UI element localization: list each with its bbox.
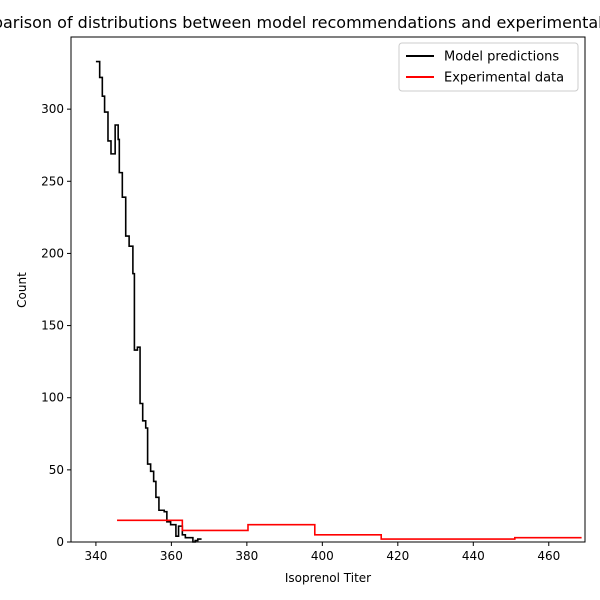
x-tick-label: 360 xyxy=(160,549,183,563)
x-tick-label: 440 xyxy=(462,549,485,563)
x-tick-label: 400 xyxy=(311,549,334,563)
y-tick-label: 300 xyxy=(41,102,64,116)
x-axis-label: Isoprenol Titer xyxy=(285,571,371,585)
legend-box xyxy=(398,42,579,92)
plot-frame xyxy=(70,36,586,543)
y-tick-label: 50 xyxy=(49,463,64,477)
legend: Model predictions Experimental data xyxy=(398,42,579,92)
y-tick-label: 0 xyxy=(56,535,64,549)
y-axis-label: Count xyxy=(15,272,29,308)
y-tick-label: 200 xyxy=(41,246,64,260)
y-tick-label: 250 xyxy=(41,174,64,188)
series-line-experimental-data xyxy=(117,519,582,540)
chart-title: Comparison of distributions between mode… xyxy=(0,13,600,32)
y-tick-label: 150 xyxy=(41,319,64,333)
legend-label-experimental-data: Experimental data xyxy=(444,71,564,86)
x-axis-ticks: 340 360 380 400 420 440 460 xyxy=(84,542,560,563)
y-tick-label: 100 xyxy=(41,391,64,405)
x-tick-label: 420 xyxy=(386,549,409,563)
x-tick-label: 380 xyxy=(235,549,258,563)
series-layer xyxy=(95,60,582,543)
plot-area xyxy=(71,37,585,542)
x-tick-label: 460 xyxy=(537,549,560,563)
legend-label-model-predictions: Model predictions xyxy=(444,50,559,65)
y-axis-ticks: 0 50 100 150 200 250 300 xyxy=(41,102,71,549)
x-tick-label: 340 xyxy=(84,549,107,563)
